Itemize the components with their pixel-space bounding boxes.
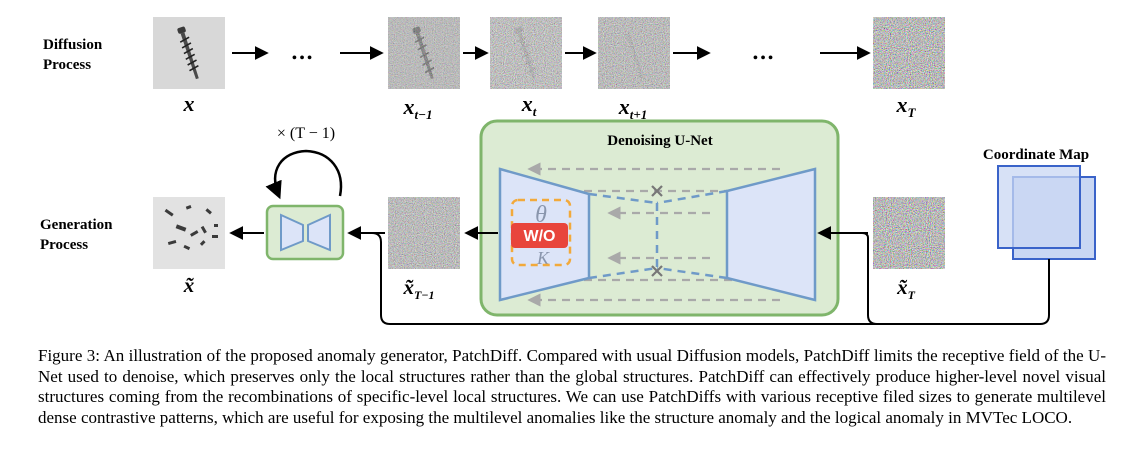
diffusion-label-line2: Process [43,57,92,73]
sampler-block [265,204,345,261]
loop-label: × (T − 1) [277,125,335,142]
diagram-canvas: ••• ••• x xt−1 xt xt+1 xT Denoising U-Ne… [153,17,1096,325]
wo-badge-text: W/O [524,228,556,245]
label-x0: x [183,91,195,116]
figure-diagram: Diffusion Process Generation Process [40,17,1096,325]
kappa-symbol: K [536,248,550,268]
generation-process-label: Generation Process [40,215,113,255]
blocked-connections [651,185,663,277]
image-x-T [873,17,945,89]
loop-arrow [265,149,343,200]
unet-decoder [725,167,817,302]
image-x-t-plus-1 [598,17,670,89]
image-x-tilde-T [873,197,945,269]
coordinate-map-label: Coordinate Map [983,147,1089,163]
label-x-t-minus-1: xt−1 [403,94,433,122]
sampler-encoder-icon [280,213,304,252]
coord-line-to-sampler [371,232,877,325]
sampler-decoder-icon [307,213,331,252]
unet-title: Denoising U-Net [607,133,712,149]
skip-connections [527,162,780,307]
coordinate-map-front [997,165,1081,249]
theta-symbol: θ [535,202,547,228]
label-x-tilde: x̃ [183,273,195,297]
image-x-t [490,17,562,89]
ellipsis-2: ••• [753,50,776,67]
label-x-tilde-T: x̃T [896,275,916,302]
label-x-tilde-T-minus-1: x̃T−1 [402,275,434,302]
image-x-tilde-T-minus-1 [388,197,460,269]
label-x-t: xt [521,91,537,119]
image-x-tilde [153,197,225,269]
diffusion-label-line1: Diffusion [43,37,103,53]
image-x0 [153,17,225,89]
label-x-t-plus-1: xt+1 [618,94,648,122]
label-x-T: xT [896,92,917,120]
image-x-t-minus-1 [388,17,460,89]
wo-badge [511,223,568,248]
unet-bottleneck [588,189,728,280]
figure-caption: Figure 3: An illustration of the propose… [38,346,1106,427]
generation-label-line1: Generation [40,217,113,233]
diffusion-process-label: Diffusion Process [43,35,102,75]
generation-label-line2: Process [40,237,89,253]
ellipsis-1: ••• [292,50,315,67]
coord-line-to-unet [861,232,1050,325]
